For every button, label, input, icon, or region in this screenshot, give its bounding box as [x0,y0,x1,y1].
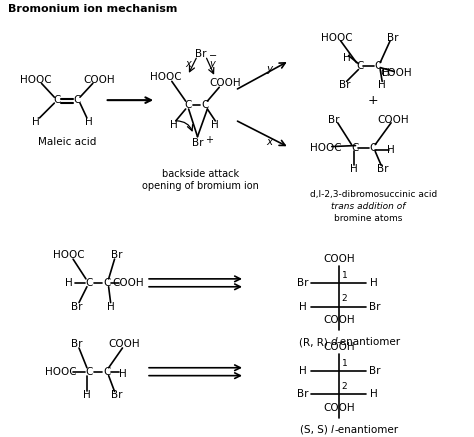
Text: HOOC: HOOC [46,367,77,377]
Text: x: x [186,59,191,69]
Text: 2: 2 [342,294,347,303]
Text: 1: 1 [342,359,347,368]
Text: H: H [85,117,93,127]
Text: Br: Br [71,339,83,349]
Text: COOH: COOH [377,115,409,125]
Text: H: H [350,164,357,174]
Text: Br: Br [71,302,83,312]
Text: H: H [83,390,91,400]
Text: H: H [343,53,350,62]
Text: HOOC: HOOC [321,33,353,43]
Text: Br: Br [368,366,380,376]
Text: (R, R): (R, R) [299,337,331,347]
Text: (S, S): (S, S) [300,425,331,435]
Text: H: H [382,69,390,79]
Text: H: H [299,366,307,376]
Text: -enantiomer: -enantiomer [335,425,399,435]
Text: C: C [54,95,61,105]
Text: l: l [331,425,334,435]
Text: COOH: COOH [210,78,241,88]
Text: −: − [209,51,218,61]
Text: C: C [103,278,110,288]
Text: y: y [210,59,215,69]
Text: COOH: COOH [323,342,355,352]
Text: H: H [170,120,178,130]
Text: Br: Br [195,49,206,59]
Text: H: H [32,117,39,127]
Text: d,l-2,3-dibromosuccinic acid: d,l-2,3-dibromosuccinic acid [310,191,437,199]
Text: HOOC: HOOC [150,73,182,83]
Text: trans addition of: trans addition of [331,202,406,211]
Text: Br: Br [368,302,380,312]
Text: +: + [368,94,379,107]
Text: x: x [266,137,273,146]
Text: H: H [387,145,395,155]
Text: C: C [374,61,382,71]
Text: COOH: COOH [112,278,144,288]
Text: Br: Br [377,164,389,174]
Text: H: H [299,302,307,312]
Text: H: H [65,278,73,288]
Text: H: H [118,369,127,379]
Text: 1: 1 [342,271,347,281]
Text: Br: Br [111,250,122,260]
Text: C: C [73,95,81,105]
Text: Br: Br [328,115,339,125]
Text: +: + [205,135,213,145]
Text: Br: Br [387,33,399,43]
Text: y: y [266,63,273,73]
Text: d: d [331,337,337,347]
Text: opening of bromium ion: opening of bromium ion [142,181,259,191]
Text: C: C [103,367,110,377]
Text: COOH: COOH [380,69,412,79]
Text: COOH: COOH [109,339,140,349]
Text: HOOC: HOOC [53,250,85,260]
Text: H: H [378,80,386,90]
Text: Br: Br [192,138,203,148]
Text: C: C [370,142,377,153]
Text: H: H [211,120,219,130]
Text: Br: Br [297,389,309,399]
Text: -enantiomer: -enantiomer [337,337,401,347]
Text: HOOC: HOOC [310,142,342,153]
Text: C: C [202,100,209,110]
Text: Br: Br [111,390,122,400]
Text: Br: Br [297,278,309,288]
Text: C: C [357,61,364,71]
Text: COOH: COOH [323,254,355,264]
Text: Maleic acid: Maleic acid [38,137,96,146]
Text: HOOC: HOOC [20,76,51,85]
Text: bromine atoms: bromine atoms [334,214,402,223]
Text: COOH: COOH [323,403,355,413]
Text: 2: 2 [342,382,347,391]
Text: COOH: COOH [83,76,115,85]
Text: H: H [370,389,378,399]
Text: backside attack: backside attack [162,169,239,179]
Text: C: C [352,142,359,153]
Text: Bromonium ion mechanism: Bromonium ion mechanism [8,4,177,14]
Text: COOH: COOH [323,316,355,326]
Text: C: C [85,367,92,377]
Text: C: C [184,100,191,110]
Text: C: C [85,278,92,288]
Text: H: H [370,278,378,288]
Text: H: H [107,302,115,312]
Text: Br: Br [339,80,350,90]
FancyArrowPatch shape [177,121,192,131]
